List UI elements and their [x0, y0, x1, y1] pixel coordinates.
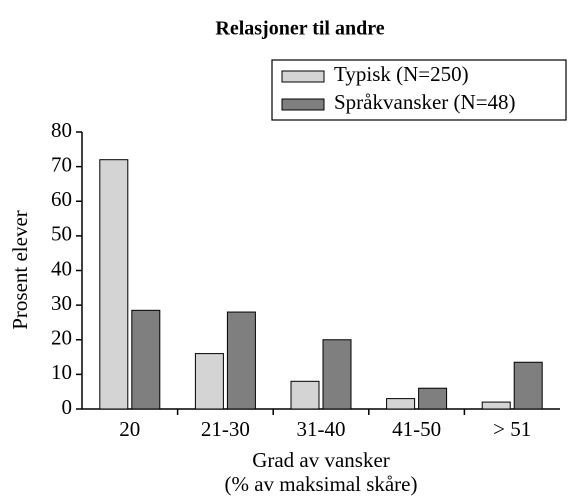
- legend-label: Språkvansker (N=48): [334, 90, 516, 114]
- x-axis-label: Grad av vansker: [252, 448, 390, 472]
- bar: [194, 353, 224, 410]
- legend-swatch: [281, 98, 325, 111]
- legend-swatch: [281, 70, 325, 83]
- bar: [290, 380, 320, 410]
- y-axis-label: Prosent elever: [8, 210, 32, 330]
- legend-label: Typisk (N=250): [334, 62, 469, 86]
- x-tick-label: 20: [119, 417, 140, 441]
- bar: [386, 398, 416, 410]
- bar: [418, 387, 448, 410]
- y-tick-label: 10: [51, 360, 72, 384]
- bar: [131, 309, 161, 410]
- x-tick-label: 31-40: [297, 417, 346, 441]
- y-tick-label: 60: [51, 187, 72, 211]
- bar: [513, 361, 543, 410]
- y-tick-label: 40: [51, 256, 72, 280]
- y-tick-label: 50: [51, 222, 72, 246]
- chart-title: Relasjoner til andre: [215, 18, 384, 40]
- bar: [99, 159, 129, 410]
- x-tick-label: 21-30: [201, 417, 250, 441]
- bar: [322, 339, 352, 410]
- x-tick-label: > 51: [493, 417, 531, 441]
- y-tick-label: 0: [62, 395, 73, 419]
- x-axis-sublabel: (% av maksimal skåre): [224, 472, 417, 496]
- bar: [226, 311, 256, 410]
- bar: [481, 401, 511, 410]
- y-tick-label: 30: [51, 291, 72, 315]
- y-tick-label: 20: [51, 326, 72, 350]
- x-tick-label: 41-50: [392, 417, 441, 441]
- y-tick-label: 70: [51, 152, 72, 176]
- y-tick-label: 80: [51, 118, 72, 142]
